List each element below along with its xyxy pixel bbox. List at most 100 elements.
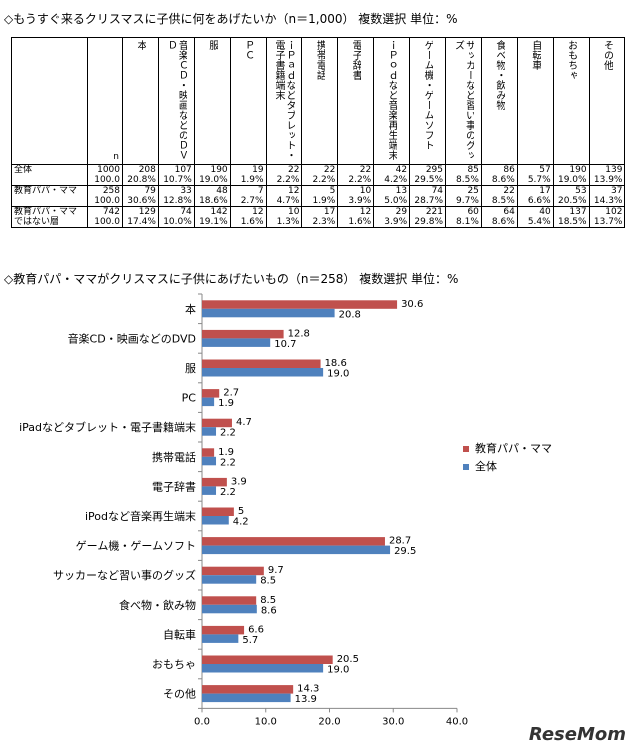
data-label: 2.2 — [220, 487, 236, 498]
data-label: 9.7 — [268, 565, 284, 576]
column-header: ゲーム機・ゲームソフト — [409, 37, 447, 165]
bar-parents — [202, 685, 294, 694]
value-cell: 19 1.9% — [229, 164, 267, 186]
value-cell: 85 8.5% — [445, 164, 482, 186]
bar-parents — [202, 300, 398, 309]
column-header: ｉＰａｄなどタブレット・電子書籍端末 — [265, 37, 303, 165]
resemom-logo: ReseMom — [528, 724, 626, 745]
n-cell: 742 100.0 — [87, 206, 123, 228]
value-cell: 79 30.6% — [122, 185, 159, 207]
data-label: 20.5 — [337, 654, 359, 665]
value-cell: 102 13.7% — [588, 206, 626, 228]
data-label: 30.6 — [401, 299, 423, 310]
data-label: 2.2 — [220, 457, 236, 468]
data-label: 1.9 — [218, 398, 234, 409]
bar-total — [202, 575, 257, 584]
n-cell: 1000 100.0 — [87, 164, 123, 186]
data-label: 19.0 — [327, 369, 349, 380]
bar-total — [202, 693, 291, 703]
data-label: 3.9 — [231, 476, 247, 487]
column-header: 電子辞書 — [337, 37, 375, 165]
column-header: 服 — [193, 37, 231, 165]
column-header-label: ゲーム機・ゲームソフト — [422, 40, 434, 150]
data-label: 4.7 — [236, 417, 252, 428]
table-corner — [11, 37, 88, 165]
legend-label: 教育パパ・ママ — [475, 441, 552, 455]
n-cell: 258 100.0 — [87, 185, 123, 207]
data-label: 2.2 — [220, 428, 236, 439]
bar-total — [202, 456, 217, 466]
value-cell: 10 1.3% — [265, 206, 303, 228]
value-cell: 142 19.1% — [193, 206, 231, 228]
data-label: 19.0 — [327, 665, 349, 676]
column-header-label: 食べ物・飲み物 — [493, 40, 505, 110]
bar-parents — [202, 566, 264, 576]
bar-parents — [202, 596, 257, 605]
x-tick-label: 20.0 — [318, 716, 340, 727]
column-header: ＰＣ — [229, 37, 267, 165]
category-label: 携帯電話 — [152, 450, 196, 464]
column-header: ｉＰｏｄなど音楽再生端末 — [373, 37, 411, 165]
x-tick-label: 40.0 — [446, 716, 468, 727]
data-label: 5.7 — [242, 635, 258, 646]
bar-total — [202, 308, 335, 318]
data-label: 8.6 — [261, 605, 277, 616]
bar-total — [202, 604, 257, 614]
bar-parents — [202, 329, 284, 339]
bar-total — [202, 516, 229, 525]
value-cell: 190 19.0% — [552, 164, 590, 186]
value-cell: 86 8.6% — [480, 164, 518, 186]
category-label: その他 — [163, 688, 196, 701]
category-label: PC — [182, 392, 197, 405]
n-header: n — [87, 37, 123, 165]
value-cell: 5 1.9% — [301, 185, 339, 207]
category-label: 本 — [185, 302, 196, 316]
legend-label: 全体 — [475, 459, 497, 473]
value-cell: 107 10.7% — [157, 164, 195, 186]
value-cell: 17 6.6% — [516, 185, 554, 207]
category-label: おもちゃ — [152, 658, 196, 671]
bar-parents — [202, 507, 234, 516]
data-label: 28.7 — [389, 536, 411, 547]
column-header-label: サッカーなど習い事のグッズ — [452, 40, 475, 160]
table-row: 教育パパ・ママではない層 742 100.0 129 17.4% 74 10.0% 142 19… — [11, 206, 626, 228]
column-header-label: ｉＰｏｄなど音楽再生端末 — [386, 40, 398, 160]
value-cell: 48 18.6% — [193, 185, 231, 207]
value-cell: 190 19.0% — [193, 164, 231, 186]
value-cell: 74 10.0% — [157, 206, 195, 228]
value-cell: 137 18.5% — [552, 206, 590, 228]
bar-parents — [202, 389, 220, 398]
bar-parents — [202, 448, 215, 457]
category-label: 電子辞書 — [152, 479, 196, 493]
data-label: 10.7 — [274, 339, 296, 350]
category-label: 自転車 — [163, 627, 196, 641]
column-header: 携帯電話 — [301, 37, 339, 165]
x-tick-label: 30.0 — [382, 716, 404, 727]
bar-chart: 0.0 10.0 20.0 30.0 40.0 本 30.6 20.8 音楽CD・映画などのDV… — [19, 293, 552, 727]
column-header-label: 本 — [134, 40, 146, 50]
data-label: 18.6 — [325, 358, 347, 369]
value-cell: 74 28.7% — [409, 185, 447, 207]
data-label: 2.7 — [223, 388, 239, 399]
value-cell: 129 17.4% — [122, 206, 159, 228]
column-header-label: ＰＣ — [242, 40, 254, 60]
value-cell: 42 4.2% — [373, 164, 411, 186]
bar-parents — [202, 625, 245, 635]
category-label: iPodなど音楽再生端末 — [85, 509, 196, 523]
value-cell: 13 5.0% — [373, 185, 411, 207]
column-header-label: おもちゃ — [565, 40, 577, 80]
data-label: 20.8 — [339, 309, 361, 320]
bar-total — [202, 427, 217, 436]
value-cell: 12 1.6% — [229, 206, 267, 228]
row-label: 全体 — [11, 164, 88, 186]
column-header: 食べ物・飲み物 — [480, 37, 518, 165]
value-cell: 208 20.8% — [122, 164, 159, 186]
value-cell: 29 3.9% — [373, 206, 411, 228]
category-label: 食べ物・飲み物 — [119, 598, 196, 612]
category-label: ゲーム機・ゲームソフト — [76, 539, 196, 553]
data-label: 5 — [238, 506, 244, 517]
value-cell: 53 20.5% — [552, 185, 590, 207]
column-header-label: 携帯電話 — [314, 40, 326, 80]
column-header-label: 電子辞書 — [350, 40, 362, 80]
survey-table: n 本 音楽ＣＤ・映画などのＤＶＤ 服 ＰＣ ｉＰａｄなどタブレット・電子書籍端末 携帯電… — [11, 37, 626, 228]
